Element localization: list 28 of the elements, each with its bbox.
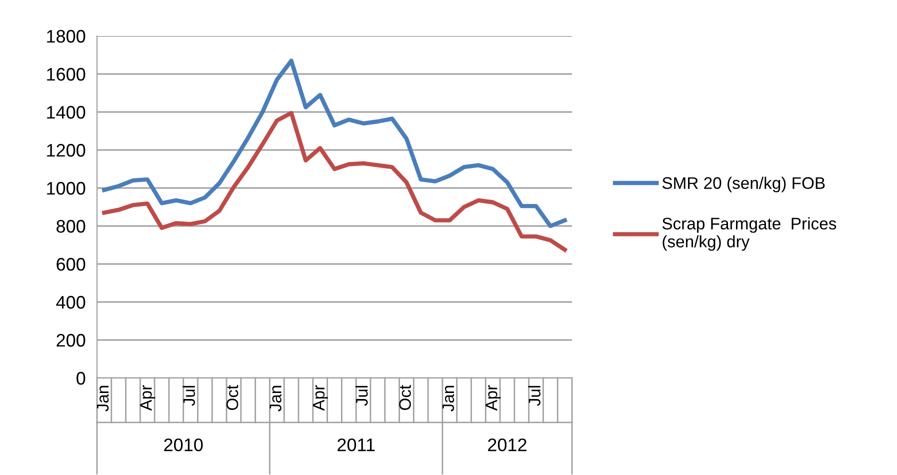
x-tick-label: Jan [97,386,109,412]
y-tick-label: 400 [56,296,86,309]
y-tick-label: 800 [56,220,86,233]
x-tick-label: Jan [442,386,454,412]
y-tick-label: 1600 [47,68,86,81]
y-tick-label: 200 [56,334,86,347]
x-tick-label: Jan [270,386,282,412]
y-tick-label: 1200 [47,144,86,157]
x-tick-label: Oct [399,384,411,410]
x-tick-label: Jul [182,386,196,406]
x-tick-label: Oct [226,384,238,410]
legend-label: Scrap Farmgate Prices (sen/kg) dry [662,217,836,251]
line-series [102,58,567,228]
x-tick-label: Jul [356,386,368,406]
x-tick-label: Apr [312,385,328,411]
y-tick-label: 600 [56,258,86,271]
line-series [102,110,567,252]
y-tick-label: 1000 [47,182,86,195]
text: 2011 [338,438,375,452]
x-tick-label: Jul [528,386,540,406]
legend-label: SMR 20 (sen/kg) FOB [662,176,825,192]
y-tick-label: 1800 [47,30,86,43]
text: 2010 [164,438,203,452]
y-tick-label: 1400 [47,106,86,119]
text: 2012 [488,438,526,452]
y-tick-label: 0 [76,372,86,385]
x-tick-label: Apr [486,385,501,411]
x-tick-label: Apr [140,385,156,411]
